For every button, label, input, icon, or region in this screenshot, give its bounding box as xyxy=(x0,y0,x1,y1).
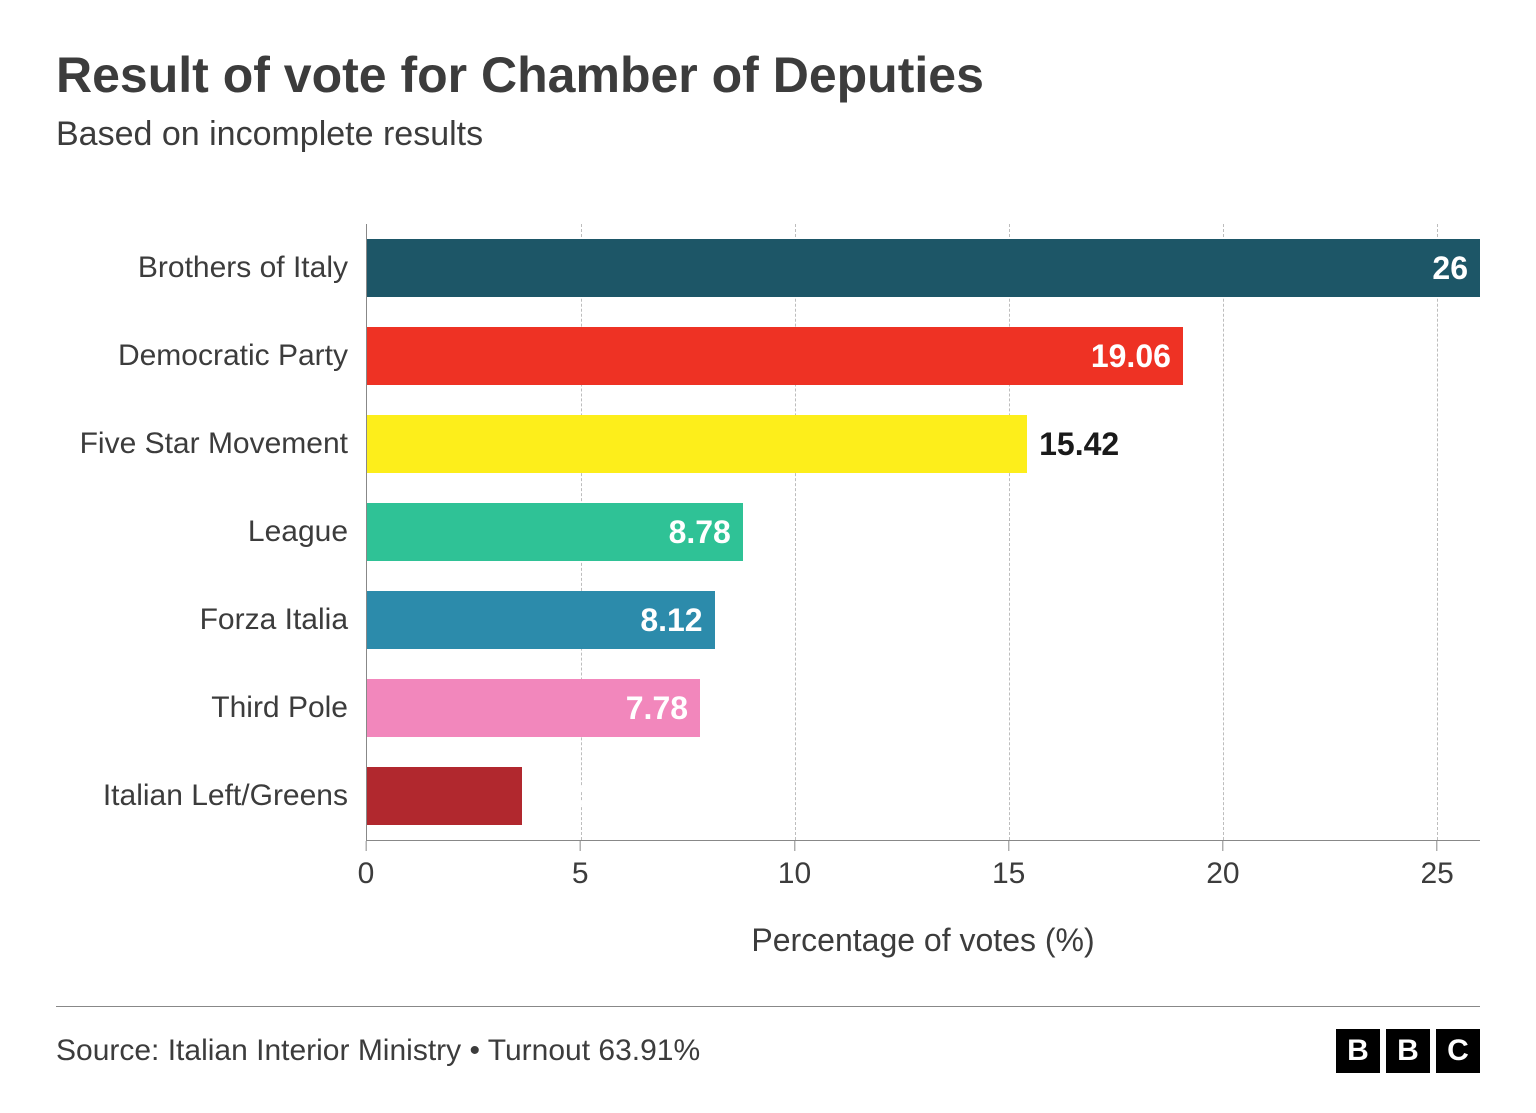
bar: 19.06 xyxy=(367,327,1183,385)
plot-area: Brothers of ItalyDemocratic PartyFive St… xyxy=(56,224,1480,840)
bar-row: 26 xyxy=(367,224,1480,312)
bar: 15.42 xyxy=(367,415,1027,473)
x-axis: 0510152025 xyxy=(366,840,1480,900)
tick-mark xyxy=(794,841,795,851)
tick-mark xyxy=(366,841,367,851)
tick-mark xyxy=(580,841,581,851)
bars: 26 19.06 15.42 8.78 8.12 7.78 3.63 xyxy=(367,224,1480,840)
source-text: Source: Italian Interior Ministry • Turn… xyxy=(56,1034,700,1068)
y-axis-label: Third Pole xyxy=(56,664,348,752)
chart-title: Result of vote for Chamber of Deputies xyxy=(56,48,1480,103)
bar: 8.12 xyxy=(367,591,715,649)
x-tick: 20 xyxy=(1206,841,1239,891)
bbc-logo-box: B xyxy=(1336,1029,1380,1073)
bar: 8.78 xyxy=(367,503,743,561)
y-axis-label: Italian Left/Greens xyxy=(56,752,348,840)
bar-row: 8.78 xyxy=(367,488,1480,576)
x-tick-label: 25 xyxy=(1420,857,1453,891)
x-tick-label: 20 xyxy=(1206,857,1239,891)
bar-row: 3.63 xyxy=(367,752,1480,840)
tick-mark xyxy=(1222,841,1223,851)
x-tick: 5 xyxy=(572,841,589,891)
bar: 26 xyxy=(367,239,1480,297)
x-tick: 25 xyxy=(1420,841,1453,891)
bar-row: 8.12 xyxy=(367,576,1480,664)
bar-row: 19.06 xyxy=(367,312,1480,400)
chart-container: Result of vote for Chamber of Deputies B… xyxy=(0,0,1536,1113)
bar-value: 19.06 xyxy=(1091,338,1171,375)
y-axis-label: League xyxy=(56,488,348,576)
chart-footer: Source: Italian Interior Ministry • Turn… xyxy=(56,1006,1480,1073)
tick-mark xyxy=(1437,841,1438,851)
chart-subtitle: Based on incomplete results xyxy=(56,115,1480,154)
x-tick: 0 xyxy=(358,841,375,891)
y-axis-label: Brothers of Italy xyxy=(56,224,348,312)
bar-value: 15.42 xyxy=(1039,426,1119,463)
bar: 3.63 xyxy=(367,767,522,825)
bar-row: 7.78 xyxy=(367,664,1480,752)
bar: 7.78 xyxy=(367,679,700,737)
x-tick: 15 xyxy=(992,841,1025,891)
bars-zone: 26 19.06 15.42 8.78 8.12 7.78 3.63 xyxy=(366,224,1480,840)
bar-value: 3.63 xyxy=(534,778,596,815)
x-tick: 10 xyxy=(778,841,811,891)
bar-value: 8.78 xyxy=(669,514,731,551)
y-axis-labels: Brothers of ItalyDemocratic PartyFive St… xyxy=(56,224,366,840)
y-axis-label: Forza Italia xyxy=(56,576,348,664)
bbc-logo-box: C xyxy=(1436,1029,1480,1073)
y-axis-label: Democratic Party xyxy=(56,312,348,400)
x-axis-title: Percentage of votes (%) xyxy=(366,922,1480,959)
bbc-logo: BBC xyxy=(1336,1029,1480,1073)
bar-row: 15.42 xyxy=(367,400,1480,488)
x-tick-label: 0 xyxy=(358,857,375,891)
bbc-logo-box: B xyxy=(1386,1029,1430,1073)
y-axis-label: Five Star Movement xyxy=(56,400,348,488)
x-tick-label: 5 xyxy=(572,857,589,891)
bar-value: 26 xyxy=(1432,250,1468,287)
tick-mark xyxy=(1008,841,1009,851)
x-tick-label: 15 xyxy=(992,857,1025,891)
x-tick-label: 10 xyxy=(778,857,811,891)
bar-value: 8.12 xyxy=(640,602,702,639)
bar-value: 7.78 xyxy=(626,690,688,727)
